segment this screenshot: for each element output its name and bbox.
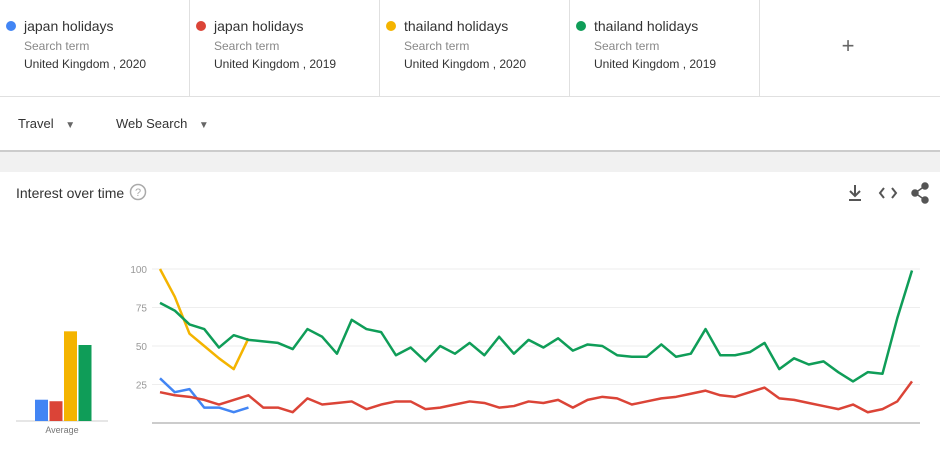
term-color bbox=[386, 21, 396, 31]
average-bar bbox=[64, 331, 77, 421]
term-type: Search term bbox=[594, 39, 660, 53]
term-name: thailand holidays bbox=[594, 18, 699, 34]
x-axis-label: Average bbox=[45, 425, 78, 435]
term-color bbox=[576, 21, 586, 31]
trend-line bbox=[159, 270, 914, 383]
term-name: thailand holidays bbox=[404, 18, 509, 34]
y-tick-label: 50 bbox=[136, 342, 148, 353]
term-color bbox=[196, 21, 206, 31]
property-filter[interactable]: Web Search ▼ bbox=[116, 116, 209, 131]
term-name: japan holidays bbox=[24, 18, 114, 34]
y-tick-label: 100 bbox=[130, 265, 147, 276]
download-icon[interactable] bbox=[849, 185, 861, 201]
term-region: United Kingdom , 2020 bbox=[404, 57, 527, 71]
term-region: United Kingdom , 2019 bbox=[594, 57, 717, 71]
help-icon[interactable]: ? bbox=[129, 183, 147, 201]
trend-line bbox=[158, 268, 250, 371]
term-region: United Kingdom , 2020 bbox=[24, 57, 147, 71]
filter-label: Travel bbox=[18, 116, 54, 131]
term-type: Search term bbox=[24, 39, 90, 53]
average-bar bbox=[35, 399, 48, 421]
term-type: Search term bbox=[214, 39, 280, 53]
svg-text:?: ? bbox=[135, 187, 141, 199]
average-bar bbox=[78, 345, 92, 421]
term-color bbox=[6, 21, 16, 31]
y-tick-label: 75 bbox=[136, 304, 148, 315]
term-region: United Kingdom , 2019 bbox=[214, 57, 337, 71]
section-title: Interest over time bbox=[16, 185, 125, 201]
term-name: japan holidays bbox=[214, 18, 304, 34]
add-button[interactable]: + bbox=[841, 33, 855, 58]
trend-line bbox=[159, 380, 914, 414]
category-filter[interactable]: Travel ▼ bbox=[18, 116, 76, 131]
term-cell[interactable]: thailand holidays Search term United Kingd… bbox=[380, 0, 570, 96]
separator bbox=[0, 150, 940, 172]
y-tick-label: 25 bbox=[136, 381, 148, 392]
term-type: Search term bbox=[404, 39, 470, 53]
average-bar bbox=[49, 401, 63, 421]
trend-line bbox=[159, 377, 249, 414]
share-icon[interactable] bbox=[911, 182, 929, 204]
term-cell[interactable]: thailand holidays Search term United Kingd… bbox=[570, 0, 760, 96]
filter-label: Web Search bbox=[116, 116, 188, 131]
divider bbox=[0, 96, 940, 97]
add-term[interactable]: + bbox=[756, 0, 940, 96]
term-cell[interactable]: japan holidays Search term United Kingdom … bbox=[190, 0, 380, 96]
term-cell[interactable]: japan holidays Search term United Kingdom … bbox=[0, 0, 190, 96]
embed-icon[interactable] bbox=[878, 187, 898, 199]
